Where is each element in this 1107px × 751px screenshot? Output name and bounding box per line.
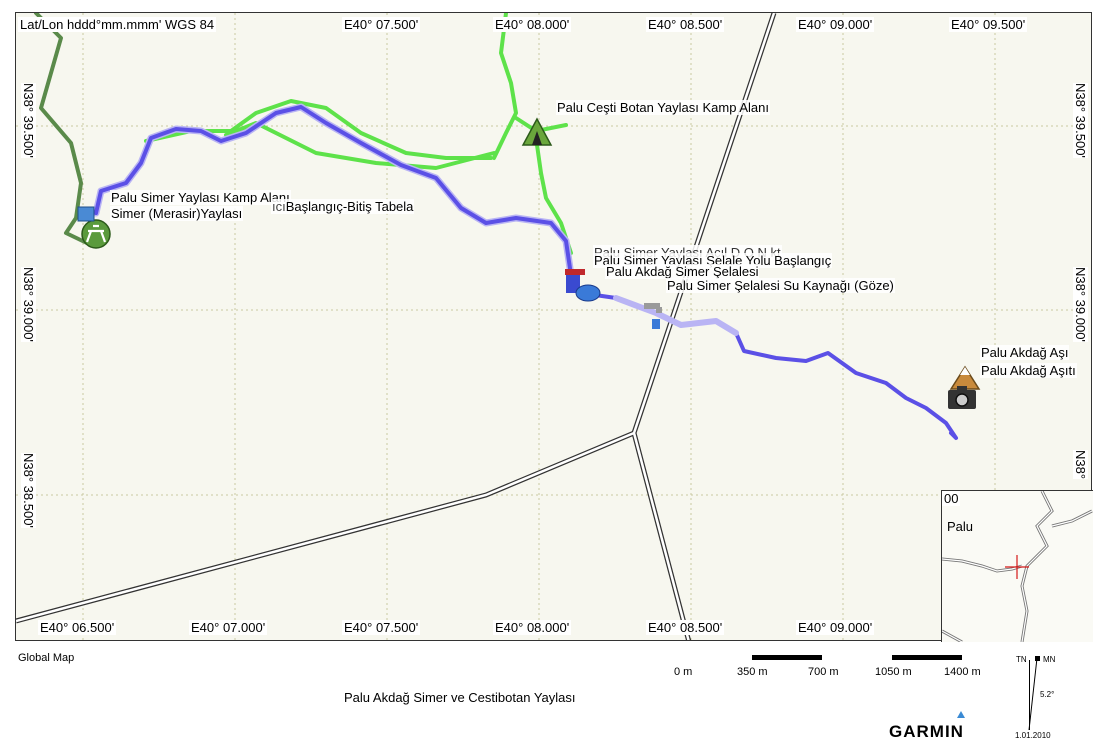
camp-flag-icon [77,206,95,222]
inset-place-label: Palu [947,519,974,534]
datum-label: Lat/Lon hddd°mm.mmm' WGS 84 [18,17,217,32]
compass-mn: MN [1043,655,1056,664]
lon-label-top: E40° 07.500' [342,17,421,32]
map-area[interactable]: Lat/Lon hddd°mm.mmm' WGS 84 E40° 07.500'… [15,12,1092,641]
inset-corner-text: 00 [942,491,961,506]
poi-label-merasir[interactable]: Simer (Merasir)Yaylası [110,206,244,221]
scale-label: 350 m [737,666,768,678]
compass-tn: TN [1016,655,1027,664]
tabela-text: Başlangıç-Bitiş Tabela [285,199,414,214]
true-north-line [1029,660,1030,730]
scale-segment [892,655,962,660]
lat-label-right: N38° [1073,450,1088,480]
scale-label: 1050 m [875,666,912,678]
scale-label: 700 m [808,666,839,678]
poi-label-tabela[interactable]: ıcıBaşlangıç-Bitiş Tabela [271,199,415,214]
lat-label-right: N38° 39.000' [1073,267,1088,342]
map-title: Palu Akdağ Simer ve Cestibotan Yaylası [344,690,576,705]
lon-label-bottom: E40° 09.000' [796,620,875,635]
garmin-delta-icon [957,711,965,718]
lon-label-top: E40° 08.000' [493,17,572,32]
crosshair-icon [1005,555,1029,579]
lon-label-bottom: E40° 08.500' [646,620,725,635]
grid-lines [16,13,1091,640]
poi-label-akdag-simer-waterfall[interactable]: Palu Akdağ Simer Şelalesi [605,264,760,279]
picnic-icon [81,219,111,249]
water-tap-icon [644,303,662,329]
declination-date: 1.01.2010 [1015,731,1051,740]
inset-canvas [942,491,1093,642]
poi-label-simer-camp[interactable]: Palu Simer Yaylası Kamp Alanı [110,190,291,205]
lat-label-right: N38° 39.500' [1073,83,1088,158]
lon-label-bottom: E40° 06.500' [38,620,117,635]
lon-label-top: E40° 09.000' [796,17,875,32]
tent-icon [521,117,553,146]
poi-label-water-source[interactable]: Palu Simer Şelalesi Su Kaynağı (Göze) [666,278,895,293]
poi-label-botan-camp[interactable]: Palu Ceşti Botan Yaylası Kamp Alanı [556,100,770,115]
poi-label-akdag-pass-1[interactable]: Palu Akdağ Aşı [980,345,1070,360]
overview-inset[interactable]: 00 Palu [941,490,1093,642]
lon-label-bottom: E40° 07.000' [189,620,268,635]
magnetic-north-line [1028,656,1040,730]
global-map-label: Global Map [18,652,75,664]
roads [16,13,777,640]
lat-label-left: N38° 39.000' [21,267,36,342]
garmin-logo: GARMIN [889,722,964,741]
map-canvas[interactable] [16,13,1092,641]
blue-track [92,103,958,440]
scale-label: 0 m [674,666,693,678]
dark-green-trails [34,13,93,247]
camera-icon [948,386,976,409]
lat-label-left: N38° 38.500' [21,453,36,528]
lon-label-bottom: E40° 07.500' [342,620,421,635]
mountain-pass-icon [949,365,981,390]
tabela-prefix: ıcı [272,199,286,214]
poi-label-akdag-pass-2[interactable]: Palu Akdağ Aşıtı [980,363,1077,378]
waterfall-icon [565,269,601,302]
scale-segment [752,655,822,660]
lon-label-top: E40° 09.500' [949,17,1028,32]
lon-label-top: E40° 08.500' [646,17,725,32]
scale-label: 1400 m [944,666,981,678]
lat-label-left: N38° 39.500' [21,83,36,158]
lon-label-bottom: E40° 08.000' [493,620,572,635]
declination-value: 5.2° [1040,690,1055,699]
